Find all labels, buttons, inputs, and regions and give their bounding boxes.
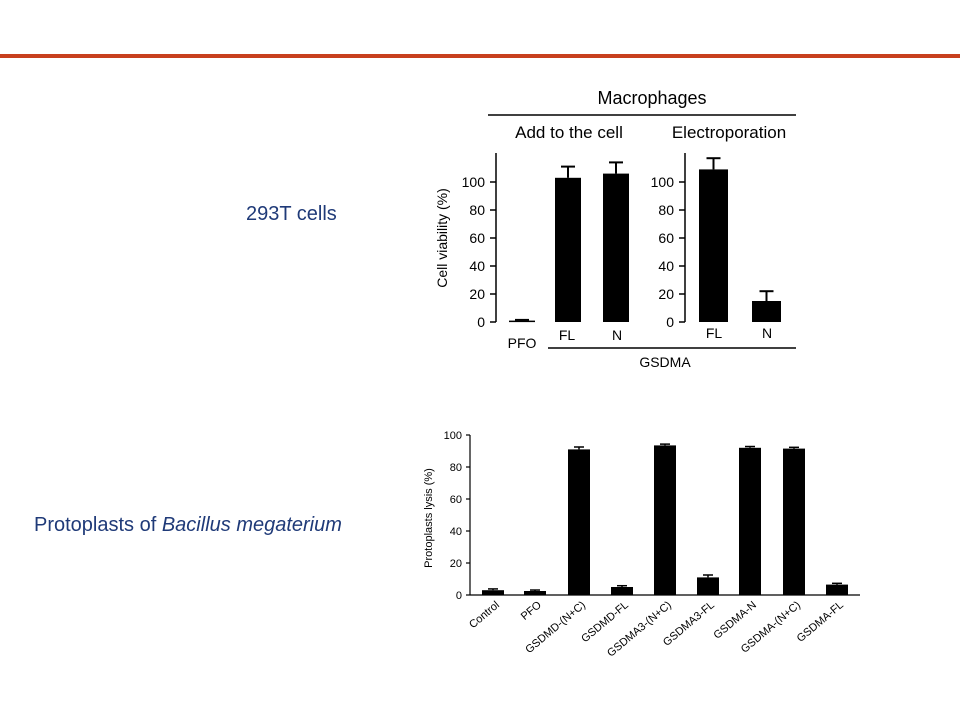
chart1-y-tick-label: 40: [658, 258, 674, 274]
chart1-y-tick-label: 60: [469, 230, 485, 246]
chart2-y-tick-label: 40: [450, 526, 462, 538]
row-label-protoplasts: Protoplasts of Bacillus megaterium: [34, 514, 342, 537]
chart1-panel-header: Add to the cell: [515, 123, 623, 142]
chart2-category-label: GSDMA-FL: [795, 599, 846, 645]
chart1-bar: [603, 173, 629, 322]
chart2-category-label: PFO: [519, 599, 544, 623]
row-label-293t: 293T cells: [246, 203, 337, 226]
chart2-y-tick-label: 80: [450, 462, 462, 474]
chart1-category-label: FL: [559, 327, 576, 343]
chart1-group-label: GSDMA: [639, 354, 691, 370]
chart1-category-label: N: [612, 327, 622, 343]
chart2-ylabel: Protoplasts lysis (%): [423, 468, 435, 568]
chart1-y-tick-label: 0: [666, 314, 674, 330]
chart2-bar: [524, 591, 546, 595]
row-label-protoplasts-species: Bacillus megaterium: [161, 514, 342, 536]
chart1-y-tick-label: 20: [658, 286, 674, 302]
chart2-bar: [739, 447, 761, 595]
chart2-category-label: Control: [467, 599, 502, 631]
chart1-ylabel: Cell viability (%): [434, 188, 450, 288]
chart2-bar: [654, 445, 676, 595]
top-accent-rule: [0, 54, 960, 58]
chart1-y-tick-label: 100: [462, 174, 486, 190]
chart1-y-tick-label: 60: [658, 230, 674, 246]
chart2-bar: [826, 584, 848, 595]
chart1-category-label: PFO: [508, 335, 537, 351]
chart2-y-tick-label: 0: [456, 590, 462, 602]
chart1-y-tick-label: 80: [658, 202, 674, 218]
chart1-category-label: FL: [706, 325, 723, 341]
chart2-y-tick-label: 60: [450, 494, 462, 506]
chart1-y-tick-label: 100: [651, 174, 675, 190]
chart1-y-tick-label: 80: [469, 202, 485, 218]
chart1-bar: [509, 320, 535, 323]
chart2-bar: [568, 449, 590, 595]
chart1-bar: [699, 169, 728, 322]
row-label-protoplasts-prefix: Protoplasts of: [34, 514, 162, 536]
chart1-y-tick-label: 40: [469, 258, 485, 274]
chart1-bar: [752, 301, 781, 322]
row-label-293t-text: 293T cells: [246, 203, 337, 225]
chart2-y-tick-label: 100: [444, 430, 462, 442]
chart1-title: Macrophages: [597, 88, 706, 108]
chart1-panel-header: Electroporation: [672, 123, 786, 142]
chart2-bar: [482, 590, 504, 595]
chart1-category-label: N: [762, 325, 772, 341]
chart1-bar: [555, 177, 581, 322]
chart2-bar: [611, 587, 633, 595]
chart1-y-tick-label: 20: [469, 286, 485, 302]
chart2-bar: [697, 577, 719, 595]
chart1-y-tick-label: 0: [477, 314, 485, 330]
chart2-y-tick-label: 20: [450, 558, 462, 570]
chart2-bar: [783, 448, 805, 595]
